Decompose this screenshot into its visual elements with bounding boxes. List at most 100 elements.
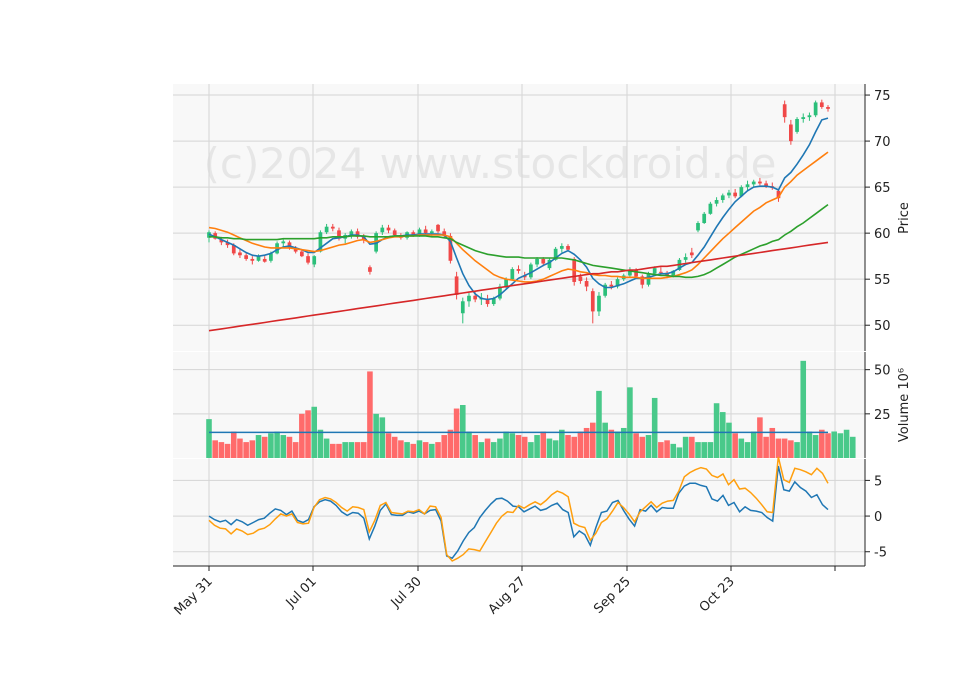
volume-bar (757, 417, 763, 458)
volume-bar (460, 405, 466, 458)
volume-bar (453, 408, 460, 458)
volume-bar (589, 422, 596, 458)
candle-body (541, 258, 546, 264)
volume-bar (633, 433, 639, 458)
volume-bar (497, 438, 503, 458)
candle-body (244, 255, 248, 259)
volume-bar (540, 431, 547, 458)
volume-bar (794, 442, 800, 458)
candle-body (553, 248, 558, 260)
volume-bar (274, 431, 280, 458)
candle-body (615, 279, 620, 287)
candle-body (590, 291, 595, 312)
volume-bar (348, 442, 355, 458)
candle-body (559, 246, 564, 249)
volume-bar (577, 431, 584, 458)
volume-bar (812, 435, 819, 458)
volume-bar (472, 435, 478, 458)
volume-bar (224, 443, 231, 458)
volume-bar (280, 435, 287, 458)
volume-bar (391, 436, 398, 458)
candle-body (454, 276, 459, 295)
candle-body (782, 104, 787, 118)
candle-body (330, 226, 335, 229)
volume-bar (385, 433, 392, 458)
volume-bar (317, 429, 324, 458)
moving-average-line (208, 151, 829, 283)
candle-body (238, 252, 242, 256)
volume-bar (806, 431, 813, 458)
volume-bar (614, 431, 621, 458)
candle-body (634, 269, 638, 277)
volume-bar (670, 443, 677, 458)
oscillator-line (208, 456, 829, 562)
volume-bar (695, 442, 701, 458)
candle-body (293, 247, 298, 252)
candle-body (491, 298, 496, 305)
volume-bar (534, 435, 540, 458)
candle-body (417, 229, 422, 235)
candle-body (429, 231, 434, 234)
candle-body (423, 229, 428, 234)
volume-bar (243, 442, 249, 458)
volume-bar (410, 443, 417, 458)
candle-body (826, 107, 830, 109)
candle-body (813, 102, 818, 116)
volume-bar (422, 442, 429, 458)
osc-y-tick-label: 0 (874, 510, 882, 525)
candle-body (628, 269, 632, 276)
candle-body (739, 187, 744, 197)
price-y-tick-label: 60 (874, 227, 891, 242)
volume-bar (528, 442, 534, 458)
candle-body (262, 258, 267, 262)
volume-bar (286, 436, 293, 458)
candle-body (498, 286, 502, 299)
volume-bar (515, 435, 522, 458)
candle-body (702, 213, 707, 224)
volume-bar (608, 429, 615, 458)
candle-body (349, 231, 354, 235)
candle-body (566, 246, 570, 250)
volume-bar (559, 429, 565, 458)
chart-marks (206, 99, 856, 562)
volume-bar (342, 442, 348, 458)
candle-body (603, 284, 608, 296)
candle-body (306, 256, 310, 263)
volume-bar (825, 433, 831, 458)
volume-bar (843, 429, 850, 458)
candle-body (522, 275, 527, 278)
volume-bar (800, 360, 807, 458)
volume-bar (602, 422, 608, 458)
candle-body (529, 264, 533, 278)
candle-body (745, 184, 750, 188)
candle-body (819, 102, 824, 108)
volume-bar (218, 442, 225, 458)
candle-body (671, 270, 676, 276)
volume-bar (658, 442, 664, 458)
volume-bar (837, 433, 844, 458)
candle-body (689, 252, 694, 256)
candle-body (299, 251, 304, 257)
x-tick-label: Sep 25 (591, 574, 634, 617)
vol-y-tick-label: 25 (874, 408, 891, 423)
candle-body (789, 124, 793, 142)
volume-bar (713, 403, 720, 458)
volume-bar (620, 427, 627, 458)
volume-bar (775, 438, 782, 458)
volume-bar (330, 443, 336, 458)
candle-body (281, 241, 286, 244)
volume-bar (732, 433, 738, 458)
candle-body (361, 236, 366, 241)
volume-bar (571, 436, 577, 458)
volume-bar (336, 443, 342, 458)
volume-bar (478, 442, 485, 458)
volume-bar (360, 442, 367, 458)
volume-bar (521, 436, 528, 458)
moving-average-line (208, 241, 829, 332)
candle-body (269, 253, 273, 261)
candle-body (764, 183, 768, 187)
volume-bar (750, 431, 757, 458)
volume-bar (726, 422, 732, 458)
volume-bar (849, 436, 856, 458)
